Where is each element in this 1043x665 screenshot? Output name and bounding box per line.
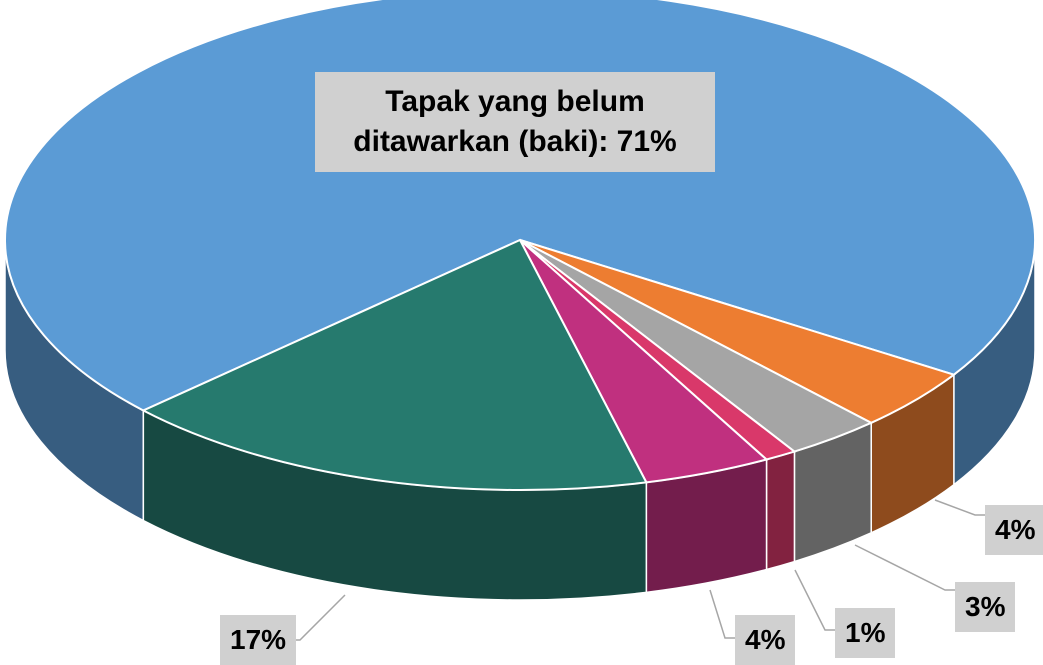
data-label: 1% <box>835 608 896 658</box>
slice <box>141 238 648 491</box>
leader-line <box>854 544 955 591</box>
data-label: 17% <box>220 615 297 665</box>
leader-line <box>934 499 985 516</box>
leader-line <box>794 569 835 631</box>
slice <box>4 0 1036 412</box>
data-label: 4% <box>735 615 796 665</box>
leader-line <box>709 589 735 639</box>
leader-line <box>290 594 346 641</box>
slice-side <box>765 450 796 571</box>
data-label: 3% <box>955 582 1016 632</box>
data-label: Tapak yang belum ditawarkan (baki): 71% <box>315 72 715 172</box>
data-label: 4% <box>985 505 1043 555</box>
